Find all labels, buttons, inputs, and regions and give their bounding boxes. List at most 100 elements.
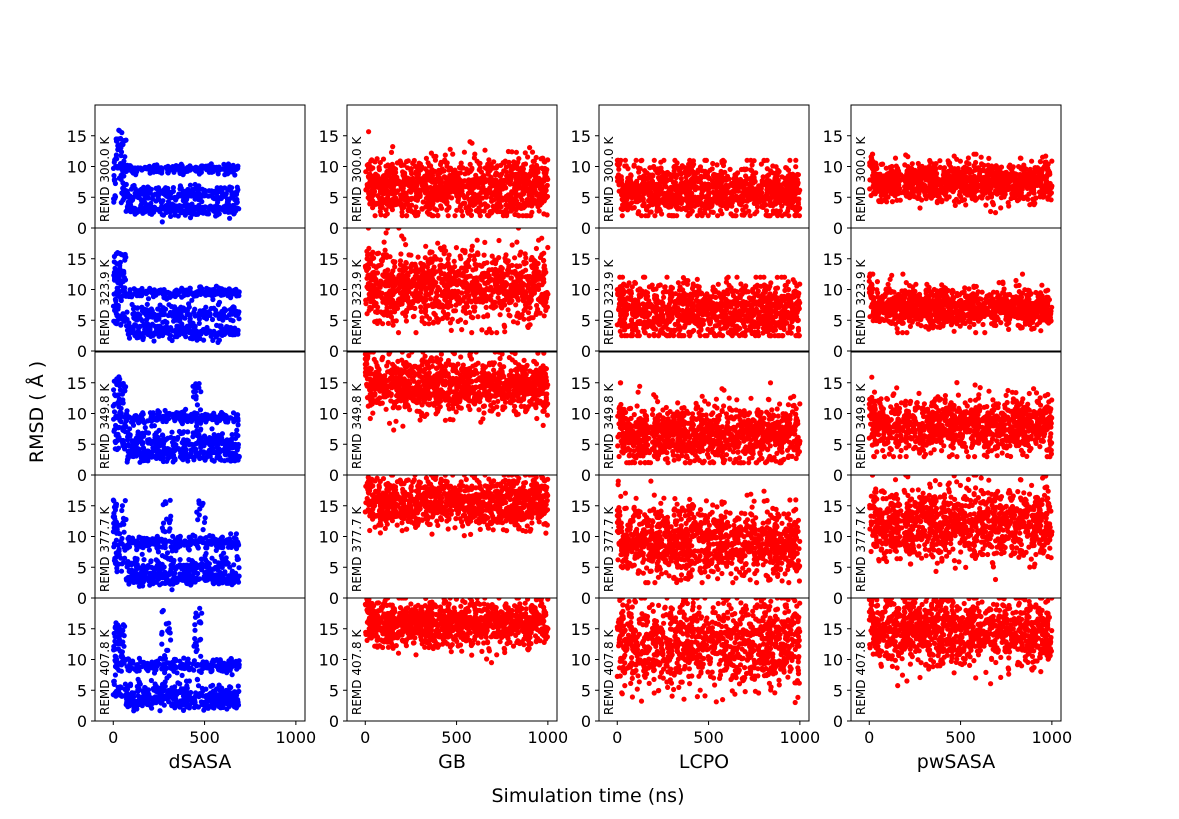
y-tick-label: 0 — [329, 219, 339, 238]
data-point — [481, 208, 487, 214]
y-tick-label: 15 — [67, 497, 87, 516]
data-point — [124, 564, 130, 570]
data-point — [536, 208, 542, 214]
data-point — [197, 407, 204, 413]
data-point — [385, 200, 391, 206]
data-point — [159, 219, 165, 225]
data-point — [231, 562, 237, 568]
data-point — [432, 186, 438, 192]
data-point — [179, 321, 185, 327]
data-point — [201, 207, 207, 213]
x-tick-label: 500 — [189, 728, 220, 747]
data-point — [179, 672, 185, 679]
data-point — [382, 187, 388, 193]
data-point — [211, 305, 217, 311]
data-point — [145, 563, 151, 569]
data-point — [117, 648, 123, 654]
data-point — [190, 394, 197, 400]
data-point — [180, 540, 186, 547]
data-point — [196, 381, 202, 387]
row-label: REMD 377.7 K — [98, 506, 112, 592]
scatter-points — [110, 605, 242, 714]
data-point — [483, 187, 489, 193]
data-point — [365, 228, 371, 231]
data-point — [203, 419, 209, 425]
data-point — [214, 166, 220, 172]
data-point — [163, 500, 169, 506]
data-point — [172, 210, 178, 216]
data-point — [177, 663, 184, 669]
data-point — [230, 205, 236, 212]
data-point — [487, 176, 493, 182]
data-point — [124, 292, 130, 298]
data-point — [118, 200, 124, 206]
data-point — [505, 192, 511, 198]
data-point — [442, 152, 448, 158]
data-point — [202, 515, 208, 521]
data-point — [148, 440, 154, 446]
data-point — [201, 451, 207, 457]
data-point — [124, 206, 131, 212]
data-point — [228, 326, 234, 333]
data-point — [129, 451, 135, 457]
data-point — [128, 198, 134, 204]
data-point — [118, 555, 124, 561]
data-point — [174, 166, 180, 172]
data-point — [190, 208, 196, 214]
data-point — [433, 153, 439, 159]
data-point — [218, 540, 224, 546]
data-point — [377, 205, 384, 211]
data-point — [229, 289, 235, 295]
data-point — [121, 444, 128, 450]
data-point — [126, 534, 132, 540]
data-point — [419, 164, 425, 170]
data-point — [516, 156, 522, 162]
data-point — [529, 149, 536, 155]
data-point — [489, 191, 495, 197]
data-point — [164, 203, 170, 209]
y-tick-label: 0 — [77, 219, 87, 238]
data-point — [192, 181, 198, 188]
data-point — [168, 434, 174, 440]
data-point — [413, 169, 419, 175]
y-tick-label: 5 — [77, 435, 87, 454]
data-point — [148, 575, 154, 581]
data-point — [115, 304, 121, 310]
data-point — [180, 707, 187, 714]
data-point — [369, 157, 375, 163]
data-point — [220, 447, 226, 453]
data-point — [435, 195, 441, 201]
data-point — [151, 162, 157, 168]
data-point — [185, 546, 191, 552]
data-point — [151, 287, 157, 293]
data-point — [119, 391, 125, 397]
data-point — [410, 175, 416, 181]
data-point — [169, 587, 175, 593]
data-point — [111, 510, 117, 516]
data-point — [467, 161, 473, 167]
data-point — [502, 158, 508, 164]
data-point — [120, 400, 126, 406]
data-point — [503, 185, 509, 191]
data-point — [373, 173, 379, 180]
data-point — [127, 432, 133, 438]
data-point — [124, 190, 131, 196]
data-point — [235, 662, 241, 669]
data-point — [182, 188, 188, 194]
data-point — [435, 213, 441, 219]
data-point — [118, 419, 124, 425]
data-point — [220, 411, 226, 417]
data-point — [140, 336, 146, 343]
data-point — [509, 204, 516, 210]
data-point — [147, 452, 153, 459]
data-point — [405, 158, 411, 164]
data-point — [151, 338, 157, 344]
data-point — [146, 662, 152, 669]
data-point — [127, 683, 134, 689]
data-point — [193, 690, 199, 696]
data-point — [486, 213, 492, 219]
data-point — [168, 662, 174, 669]
data-point — [527, 145, 533, 151]
data-point — [383, 163, 389, 169]
data-point — [123, 168, 129, 175]
